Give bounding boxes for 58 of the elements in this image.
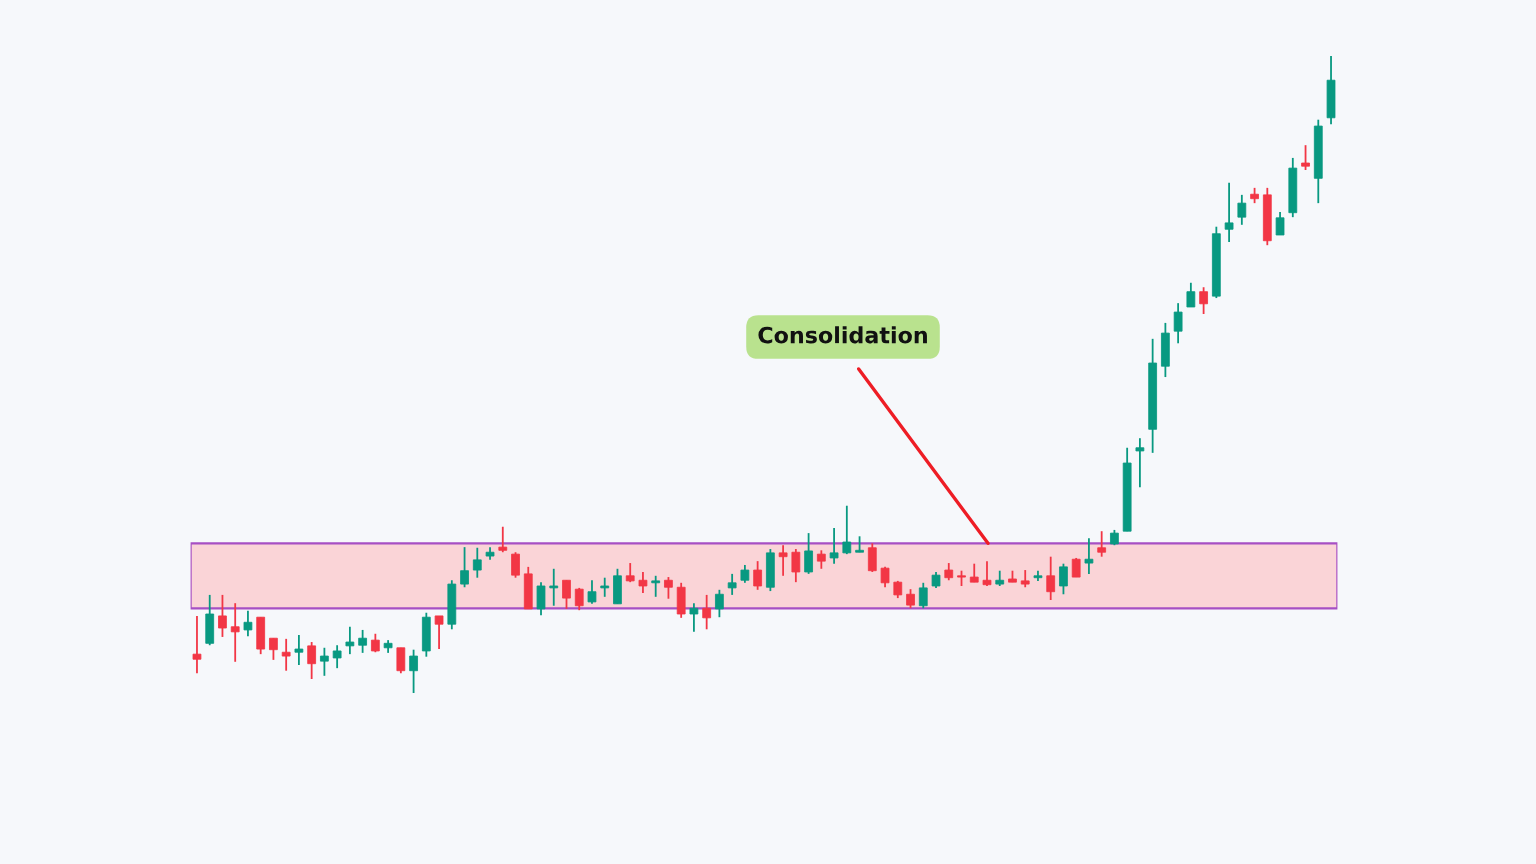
candlestick <box>574 586 584 612</box>
candlestick <box>498 525 508 554</box>
candlestick <box>345 625 355 656</box>
candlestick <box>294 634 304 666</box>
candlestick <box>562 579 571 610</box>
candlestick <box>320 646 329 677</box>
candlestick <box>1301 144 1310 171</box>
candlestick <box>536 581 546 617</box>
candlestick <box>307 641 317 680</box>
candlestick <box>192 615 202 675</box>
candlestick <box>867 542 877 573</box>
candlestick <box>715 588 724 619</box>
candlestick <box>842 504 852 556</box>
candlestick <box>1135 437 1145 489</box>
candlestick <box>1097 530 1107 558</box>
candlestick <box>804 532 813 575</box>
candlestick <box>982 560 992 587</box>
candlestick <box>434 615 444 650</box>
candlestick <box>1199 286 1208 315</box>
candlestick <box>587 579 597 605</box>
candlestick <box>1186 281 1196 308</box>
candlestick <box>918 581 928 610</box>
candlestick <box>472 546 482 579</box>
candlestick <box>600 576 610 598</box>
candlestick <box>651 574 661 598</box>
candlestick <box>332 644 342 670</box>
candlestick <box>689 602 699 633</box>
candlestick <box>906 588 915 610</box>
candlestick <box>702 593 712 631</box>
candlestick <box>829 527 839 565</box>
candlestick <box>358 629 367 654</box>
candlestick <box>269 637 278 661</box>
candlestick <box>778 544 788 577</box>
candlestick <box>243 609 253 638</box>
candlestick <box>396 646 406 675</box>
candlestick <box>638 571 648 594</box>
candlestick <box>549 567 559 607</box>
candlestick <box>1084 537 1094 575</box>
candlestick <box>1173 302 1183 345</box>
candlestick <box>1059 562 1068 596</box>
candlestick <box>230 602 240 663</box>
candlestick <box>816 549 826 570</box>
candlestick <box>753 560 762 591</box>
candlestick <box>791 548 801 584</box>
candlestick <box>218 593 227 638</box>
candlestick <box>664 576 673 600</box>
candlestick <box>1237 193 1247 226</box>
candlestick <box>1275 211 1285 236</box>
candlestick <box>969 562 979 584</box>
candlestick <box>409 648 418 694</box>
candlestick <box>511 551 520 579</box>
annotation: Consolidation <box>758 326 927 344</box>
candlestick <box>1046 555 1056 601</box>
candlestick <box>1224 181 1234 243</box>
candlestick <box>727 572 737 596</box>
candlestick <box>1071 557 1081 578</box>
candlestick <box>281 637 291 672</box>
candlestick <box>460 546 469 589</box>
